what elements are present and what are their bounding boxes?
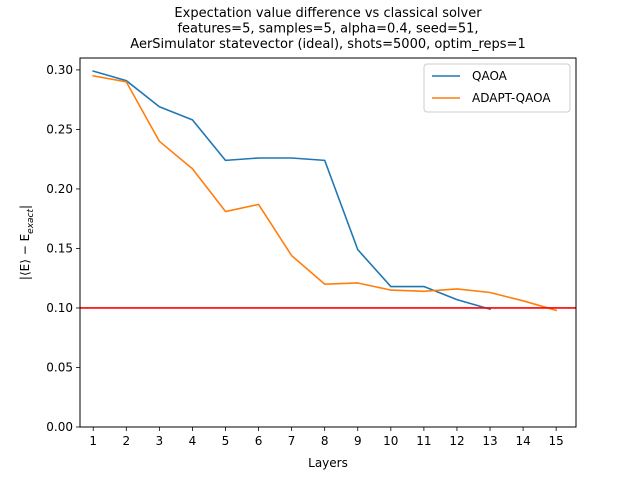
legend-label-qaoa: QAOA (472, 69, 508, 83)
series-line-adapt-qaoa (92, 74, 558, 312)
y-axis-label-main: |⟨E⟩ − E (18, 234, 32, 280)
y-tick-label: 0.10 (46, 301, 73, 315)
x-tick-label: 15 (549, 434, 564, 448)
y-tick-label: 0.05 (46, 360, 73, 374)
x-tick-label: 3 (156, 434, 164, 448)
y-tick-label: 0.25 (46, 122, 73, 136)
y-axis-label-subscript: exact (26, 208, 36, 233)
plot-area (80, 70, 576, 312)
y-axis-label: |⟨E⟩ − Eexact| (18, 205, 36, 280)
y-tick-label: 0.30 (46, 63, 73, 77)
x-tick-label: 8 (321, 434, 329, 448)
legend-label-adapt-qaoa: ADAPT-QAOA (472, 91, 551, 105)
x-tick-label: 6 (255, 434, 263, 448)
x-tick-label: 12 (449, 434, 464, 448)
series-line-qaoa (92, 70, 492, 311)
y-tick-label: 0.00 (46, 420, 73, 434)
legend: QAOA ADAPT-QAOA (423, 63, 571, 113)
y-tick-label: 0.15 (46, 241, 73, 255)
title-line-2: features=5, samples=5, alpha=0.4, seed=5… (177, 22, 478, 37)
title-line-1: Expectation value difference vs classica… (174, 6, 482, 21)
title-line-3: AerSimulator statevector (ideal), shots=… (130, 37, 525, 52)
x-tick-label: 4 (189, 434, 197, 448)
axes-frame (79, 57, 577, 428)
x-tick-label: 14 (515, 434, 530, 448)
x-tick-label: 7 (288, 434, 296, 448)
x-tick-label: 11 (416, 434, 431, 448)
y-tick-label: 0.20 (46, 182, 73, 196)
x-tick-label: 1 (89, 434, 97, 448)
x-tick-label: 10 (383, 434, 398, 448)
chart-title: Expectation value difference vs classica… (130, 6, 525, 52)
x-tick-label: 9 (354, 434, 362, 448)
legend-box (423, 63, 571, 113)
x-axis-label: Layers (308, 456, 348, 470)
y-axis-label-bar: | (18, 205, 32, 209)
x-tick-label: 2 (122, 434, 130, 448)
axes: 1 2 3 4 5 6 7 8 9 10 11 12 13 14 150.000.050.100.150.2… (18, 57, 577, 470)
x-tick-label: 13 (482, 434, 497, 448)
x-tick-label: 5 (222, 434, 230, 448)
